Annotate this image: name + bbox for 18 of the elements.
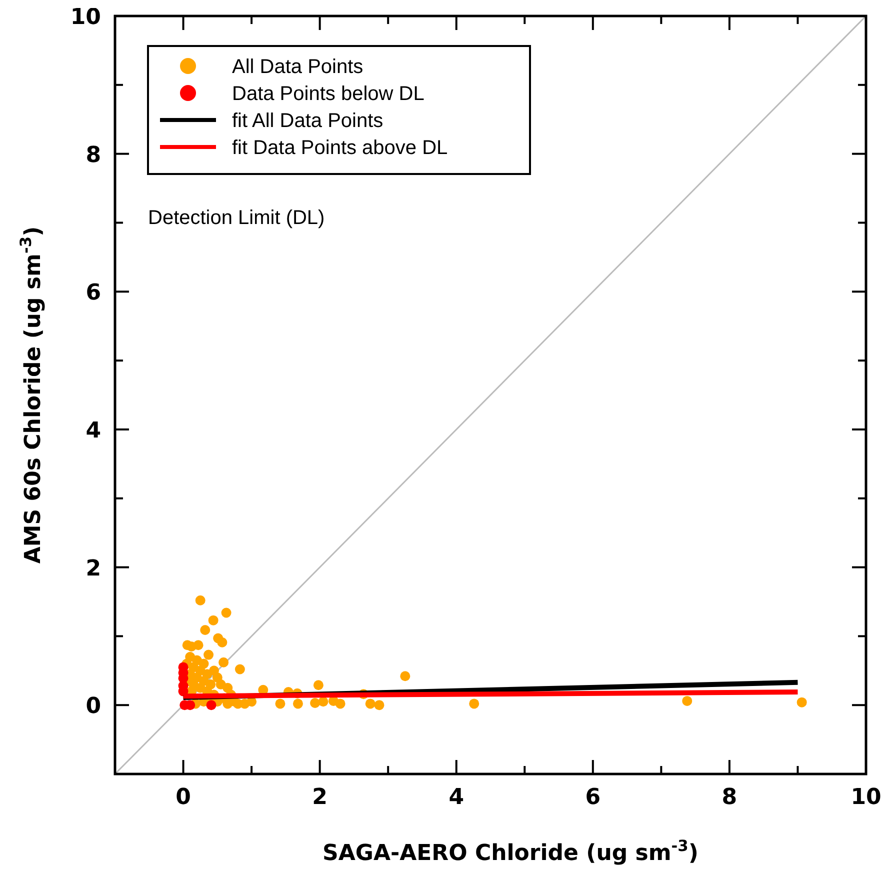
x-tick-label: 0 xyxy=(176,785,191,810)
x-tick-label: 8 xyxy=(722,785,738,810)
legend-label: fit Data Points above DL xyxy=(232,137,448,159)
x-tick-label: 6 xyxy=(585,785,601,810)
x-tick-label: 2 xyxy=(312,785,328,810)
y-tick-label: 10 xyxy=(70,5,101,30)
y-tick-label: 8 xyxy=(86,142,101,168)
x-tick-label: 10 xyxy=(850,785,882,810)
legend-label: fit All Data Points xyxy=(232,110,384,132)
y-tick-label: 0 xyxy=(86,694,101,720)
legend-label: All Data Points xyxy=(232,56,364,78)
y-tick-label: 2 xyxy=(86,556,101,582)
legend-label: Data Points below DL xyxy=(232,83,424,105)
y-tick-label: 4 xyxy=(86,418,101,444)
x-tick-label: 4 xyxy=(448,785,464,810)
y-tick-label: 6 xyxy=(86,280,101,306)
x-axis-title: SAGA-AERO Chloride (ug sm$^{-3}$) xyxy=(322,837,698,866)
annotation: Detection Limit (DL) xyxy=(148,207,325,229)
